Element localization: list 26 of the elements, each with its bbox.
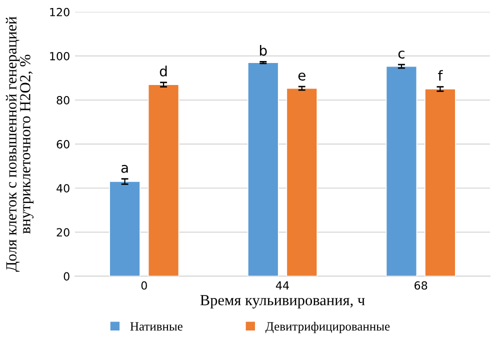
y-tick-label: 0	[64, 272, 70, 281]
x-tick-label: 68	[414, 281, 428, 290]
y-tick-label: 100	[50, 52, 70, 60]
y-tick-label: 20	[56, 228, 70, 237]
bar	[286, 88, 318, 276]
bar	[424, 88, 456, 276]
data-label: d	[160, 66, 167, 76]
bar	[148, 84, 180, 276]
y-tick-label: 40	[56, 184, 70, 192]
data-label: c	[398, 50, 404, 59]
y-tick-label: 60	[56, 140, 70, 148]
bar	[109, 181, 140, 276]
legend-label: Нативные	[130, 322, 182, 331]
bar	[386, 66, 418, 276]
y-axis-title: Доля клеток с повышенной генерацией внутриклеточного H2O2, %	[6, 16, 34, 272]
data-label: e	[298, 72, 306, 81]
data-label: f	[438, 70, 443, 81]
data-label: a	[121, 164, 128, 173]
legend-label: Девитрифицированные	[265, 322, 390, 334]
x-axis-title: Время кульивирования, ч	[200, 295, 365, 308]
x-tick-label: 44	[276, 281, 289, 290]
y-tick-label: 120	[50, 8, 70, 16]
x-tick-label: 0	[141, 281, 147, 290]
y-tick-label: 80	[56, 96, 70, 104]
bar	[247, 62, 279, 276]
data-label: b	[260, 44, 267, 56]
